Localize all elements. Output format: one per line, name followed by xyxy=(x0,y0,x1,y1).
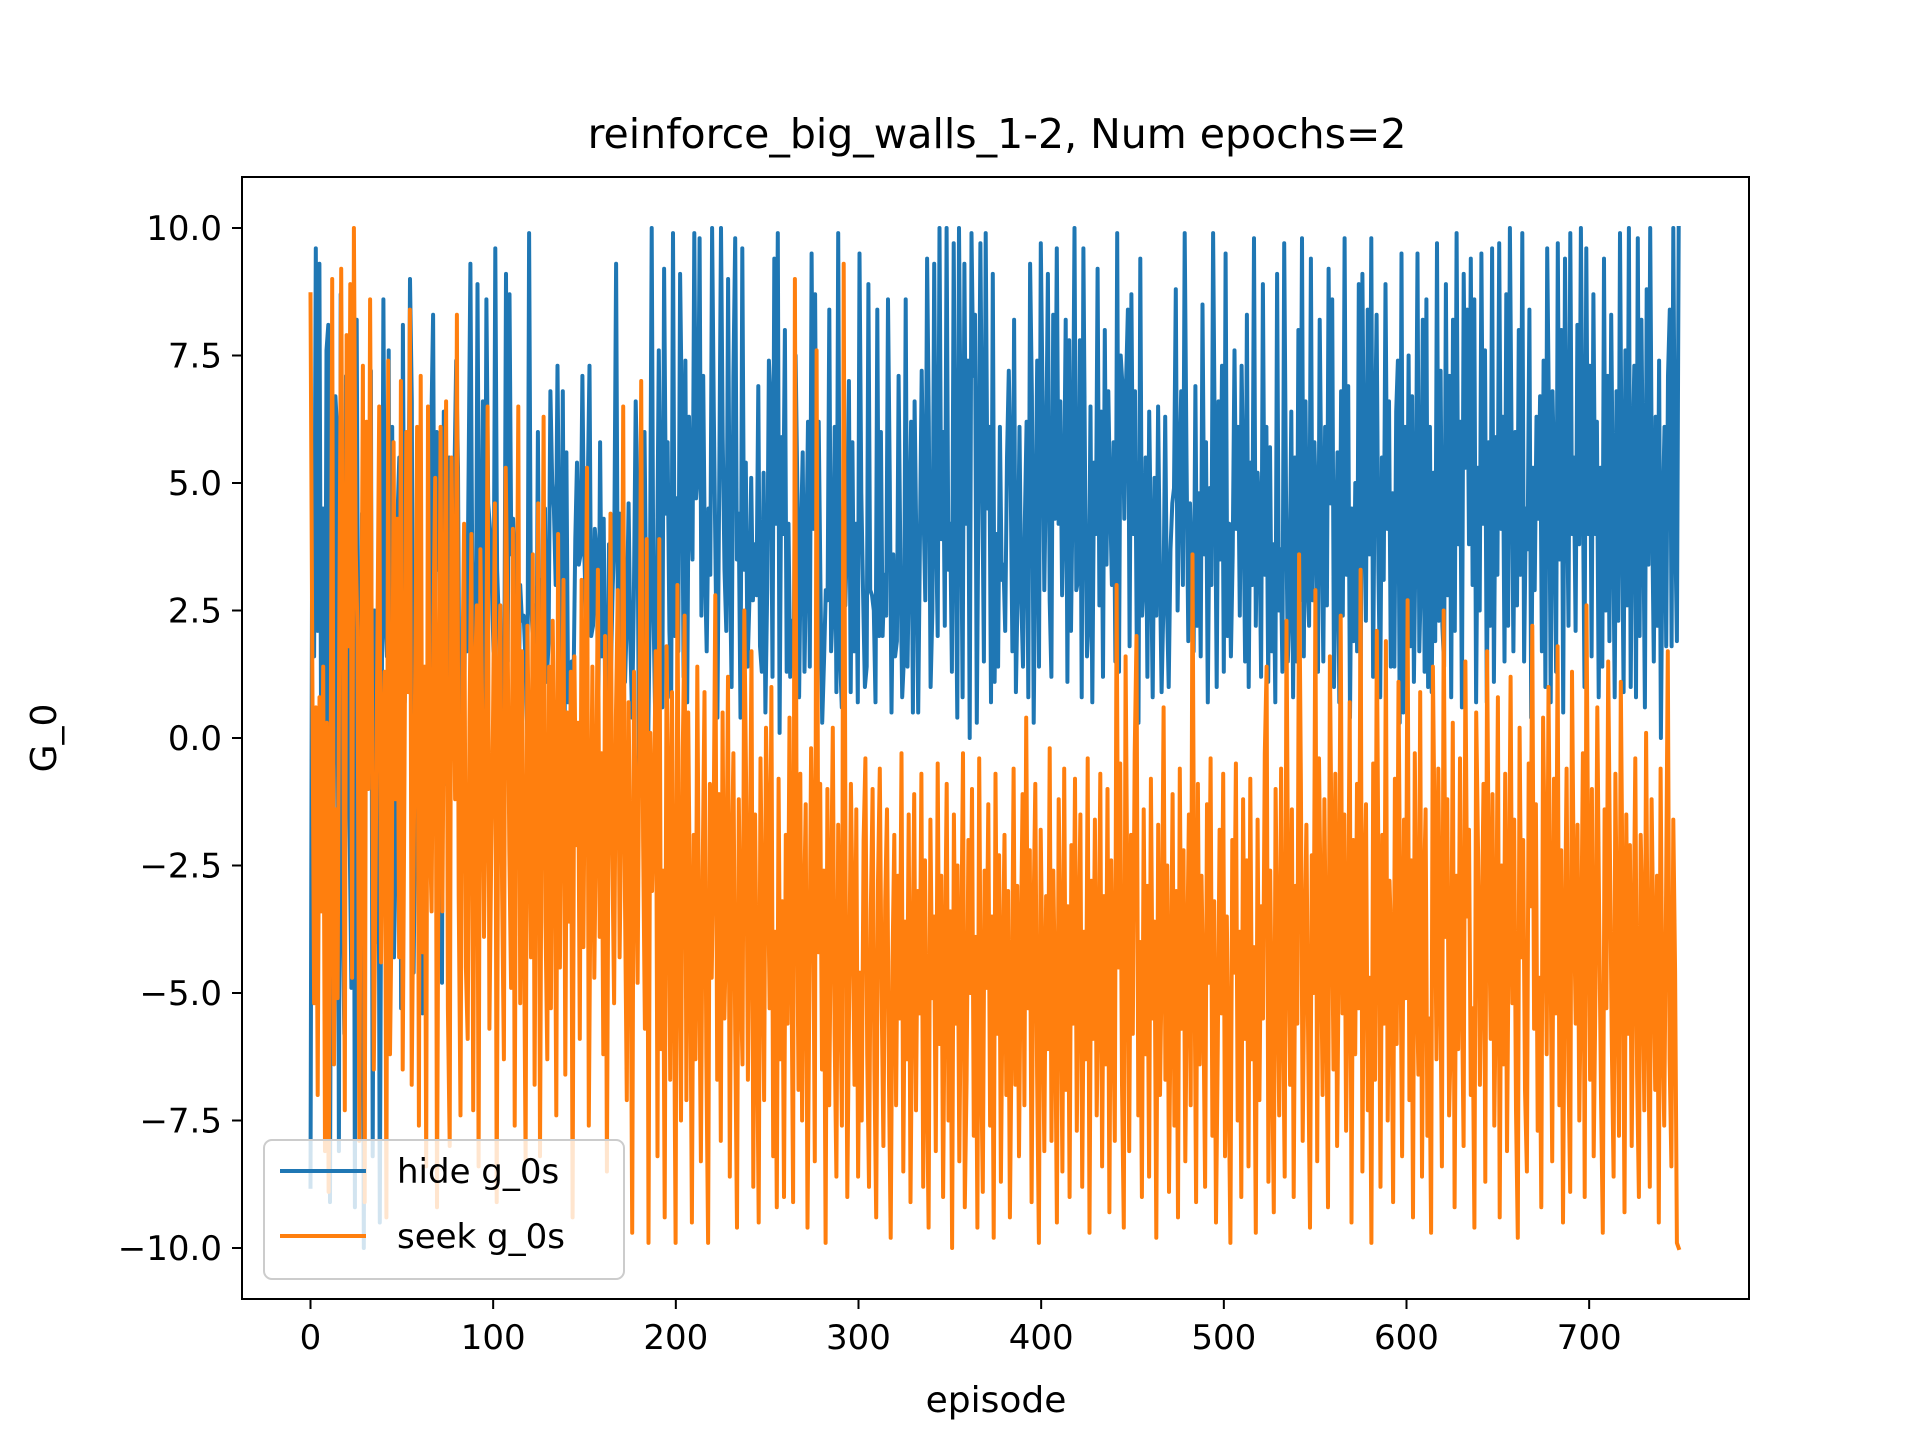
x-tick-label: 100 xyxy=(461,1318,526,1358)
x-tick-label: 400 xyxy=(1009,1318,1074,1358)
legend-label-hide: hide g_0s xyxy=(397,1152,559,1192)
x-tick-label: 300 xyxy=(826,1318,891,1358)
x-tick-label: 500 xyxy=(1191,1318,1256,1358)
legend-box xyxy=(263,1139,625,1280)
legend: hide g_0s seek g_0s xyxy=(263,1139,625,1280)
y-tick-label: 5.0 xyxy=(168,464,222,504)
x-axis-ticks: 0 100 200 300 400 500 600 700 xyxy=(300,1299,1622,1358)
legend-label-seek: seek g_0s xyxy=(397,1217,565,1257)
y-tick-label: −7.5 xyxy=(139,1102,222,1142)
plot-frame xyxy=(241,176,1750,1300)
y-axis-ticks: −10.0 −7.5 −5.0 −2.5 0.0 2.5 5.0 7.5 10.0 xyxy=(118,209,242,1269)
y-tick-label: 0.0 xyxy=(168,719,222,759)
x-axis-label: episode xyxy=(926,1380,1067,1421)
y-axis-label: G_0 xyxy=(24,704,65,773)
x-tick-label: 200 xyxy=(643,1318,708,1358)
y-tick-label: 2.5 xyxy=(168,592,222,632)
x-tick-label: 0 xyxy=(300,1318,322,1358)
y-tick-label: −2.5 xyxy=(139,847,222,887)
x-tick-label: 700 xyxy=(1557,1318,1622,1358)
plot-lines xyxy=(308,225,1682,1251)
x-tick-label: 600 xyxy=(1374,1318,1439,1358)
y-tick-label: 10.0 xyxy=(146,209,222,249)
y-tick-label: 7.5 xyxy=(168,337,222,377)
seek-series-line xyxy=(308,226,1682,1251)
chart-title: reinforce_big_walls_1-2, Num epochs=2 xyxy=(588,110,1407,158)
y-tick-label: −10.0 xyxy=(118,1229,222,1269)
y-tick-label: −5.0 xyxy=(139,974,222,1014)
